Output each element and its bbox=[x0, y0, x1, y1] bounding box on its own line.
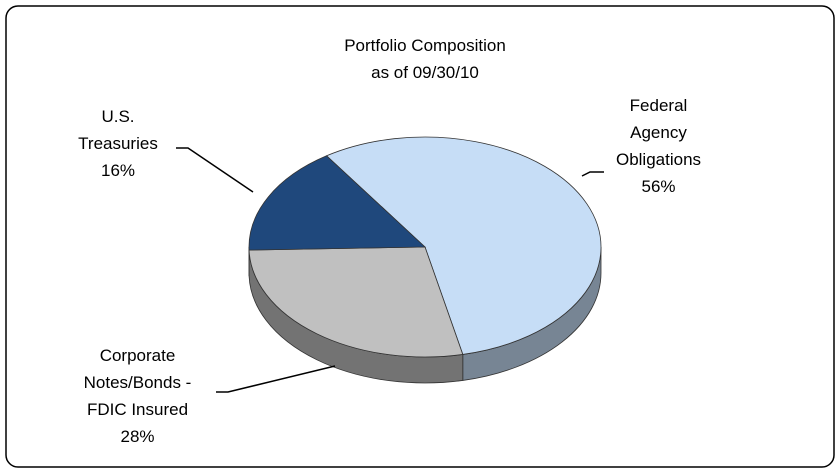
pie-slice bbox=[248, 246, 464, 358]
leader-line bbox=[216, 365, 336, 393]
chart-title: Portfolio Composition bbox=[344, 36, 506, 55]
slice-label: Corporate Notes/Bonds - FDIC Insured 28% bbox=[75, 342, 200, 450]
pie bbox=[248, 136, 602, 384]
title-block: Portfolio Composition as of 09/30/10 bbox=[275, 32, 575, 86]
pie-slice bbox=[325, 136, 602, 355]
value-label: 16% bbox=[100, 161, 136, 180]
slice-label: Federal Agency Obligations 56% bbox=[606, 92, 711, 200]
leader-line bbox=[176, 147, 254, 193]
category-label: Corporate Notes/Bonds - FDIC Insured bbox=[83, 346, 192, 419]
slice-label: U.S. Treasuries 16% bbox=[73, 103, 163, 184]
leader-line bbox=[581, 171, 604, 177]
pie-slice bbox=[248, 155, 427, 251]
chart-subtitle: as of 09/30/10 bbox=[371, 63, 479, 82]
value-label: 28% bbox=[120, 427, 155, 446]
category-label: U.S. Treasuries bbox=[78, 107, 158, 153]
value-label: 56% bbox=[641, 177, 676, 196]
category-label: Federal Agency Obligations bbox=[615, 96, 702, 169]
